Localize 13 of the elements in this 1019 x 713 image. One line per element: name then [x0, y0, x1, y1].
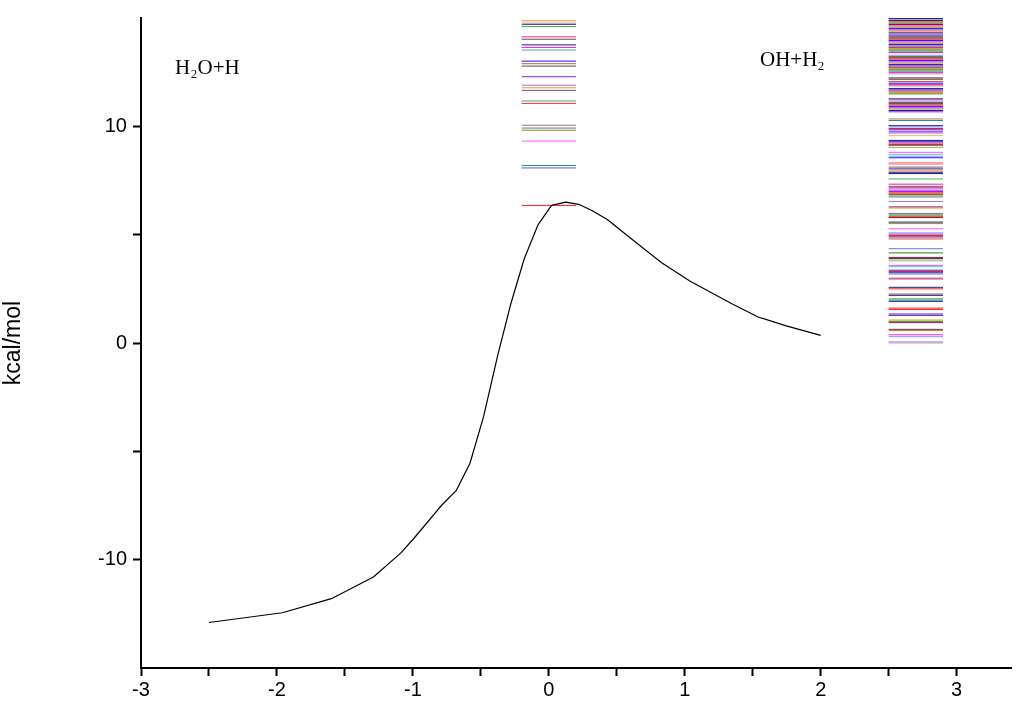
y-tick-label: -10 — [98, 547, 127, 570]
annotation: H₂O+H — [175, 54, 240, 79]
y-tick-label: 10 — [104, 113, 127, 136]
x-tick-label: 1 — [679, 677, 691, 700]
x-tick-label: -1 — [403, 677, 422, 700]
y-tick-label: 0 — [115, 330, 127, 353]
y-axis-title: kcal/mol — [0, 300, 26, 386]
x-tick-label: -3 — [132, 677, 150, 700]
x-tick-label: -2 — [268, 677, 286, 700]
x-tick-label: 3 — [951, 677, 963, 700]
x-tick-label: 2 — [815, 677, 827, 700]
x-tick-label: 0 — [543, 677, 555, 700]
annotation: OH+H₂ — [760, 46, 825, 71]
